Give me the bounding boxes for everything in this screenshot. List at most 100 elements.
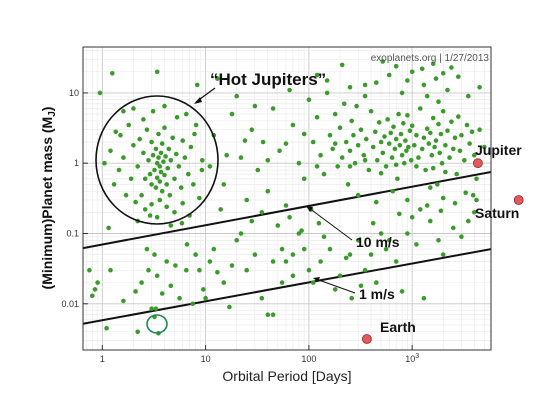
planet-point xyxy=(142,207,148,212)
planet-point xyxy=(390,188,396,194)
x-tick-label: 100 xyxy=(301,354,316,364)
rv10-arrow xyxy=(308,207,353,241)
planet-point xyxy=(426,141,432,146)
planet-point xyxy=(339,155,345,160)
highlight-ring xyxy=(146,314,168,334)
planet-point xyxy=(383,246,389,252)
planet-point xyxy=(173,263,178,268)
planet-point xyxy=(174,115,180,120)
planet-point xyxy=(287,87,292,93)
planet-point xyxy=(215,76,220,81)
x-tick-label-base: 10 xyxy=(201,354,211,364)
planet-point xyxy=(207,164,213,169)
planet-point xyxy=(358,127,364,132)
planet-point xyxy=(152,167,157,173)
planet-point xyxy=(141,117,146,122)
planet-point xyxy=(159,188,165,194)
planet-point xyxy=(472,210,477,215)
planet-point xyxy=(421,82,427,88)
planet-point xyxy=(343,139,349,145)
saturn-label: Saturn xyxy=(475,205,519,221)
planet-point xyxy=(430,61,436,66)
planet-point xyxy=(383,164,389,169)
planet-point xyxy=(393,259,399,264)
planet-point xyxy=(355,238,361,243)
planet-point xyxy=(118,132,123,138)
planet-point xyxy=(197,267,202,273)
planet-point xyxy=(194,82,200,88)
y-tick-label: 0.1 xyxy=(66,228,79,238)
planet-point xyxy=(419,66,425,72)
planet-point xyxy=(370,144,376,150)
planet-point xyxy=(193,252,198,257)
planet-point xyxy=(290,122,296,128)
solar-planet-jupiter xyxy=(472,158,483,169)
planet-point xyxy=(164,182,169,187)
rv1-arrow xyxy=(315,278,356,294)
planet-point xyxy=(166,146,172,152)
x-tick-label-base: 100 xyxy=(301,354,316,364)
planet-point xyxy=(95,280,100,285)
planet-point xyxy=(149,182,154,187)
planet-point xyxy=(385,117,391,122)
planet-point xyxy=(163,154,168,159)
planet-point xyxy=(464,122,470,128)
planet-point xyxy=(459,132,464,138)
planet-point xyxy=(97,90,103,96)
planet-point xyxy=(438,131,444,137)
planet-point xyxy=(380,150,386,156)
planet-point xyxy=(301,131,307,137)
planet-point xyxy=(234,238,239,243)
planet-point xyxy=(397,211,402,217)
planet-point xyxy=(146,267,151,273)
planet-point xyxy=(378,139,384,145)
planet-point xyxy=(121,108,126,114)
planet-point xyxy=(463,190,469,195)
planet-point xyxy=(172,210,177,215)
planet-point xyxy=(332,287,338,292)
planet-point xyxy=(314,72,320,78)
planet-point xyxy=(146,158,151,163)
planet-point xyxy=(168,158,174,163)
planet-point xyxy=(244,267,249,273)
planet-point xyxy=(164,204,169,210)
planet-point xyxy=(402,160,407,166)
planet-point xyxy=(161,159,166,164)
planet-point xyxy=(414,242,419,247)
planet-point xyxy=(469,129,475,135)
planet-point xyxy=(154,69,160,75)
planet-point xyxy=(154,160,160,166)
planet-point xyxy=(451,225,456,231)
planet-point xyxy=(182,155,188,160)
planet-point xyxy=(466,218,471,224)
planet-point xyxy=(207,259,213,264)
planet-point xyxy=(279,246,285,252)
planet-point xyxy=(259,295,265,301)
planet-point xyxy=(141,150,146,156)
rv1-label: 1 m/s xyxy=(359,286,395,302)
planet-point xyxy=(445,128,450,133)
planet-point xyxy=(337,125,343,130)
planet-point xyxy=(335,164,341,169)
planet-point xyxy=(108,267,113,273)
planet-point xyxy=(283,203,289,208)
planet-point xyxy=(186,171,191,177)
planet-point xyxy=(393,63,399,69)
planet-point xyxy=(416,155,421,160)
planet-point xyxy=(405,78,410,83)
planet-point xyxy=(133,289,138,294)
planet-point xyxy=(227,304,232,310)
planet-point xyxy=(362,93,368,99)
planet-point xyxy=(386,141,392,146)
planet-point xyxy=(152,252,157,257)
planet-point xyxy=(162,103,167,109)
planet-point xyxy=(374,80,379,85)
planet-point xyxy=(301,176,307,182)
planet-point xyxy=(327,246,333,252)
planet-point xyxy=(177,295,182,301)
planet-point xyxy=(180,200,185,206)
planet-point xyxy=(139,192,144,198)
planet-point xyxy=(435,182,440,187)
planet-point xyxy=(439,160,445,166)
